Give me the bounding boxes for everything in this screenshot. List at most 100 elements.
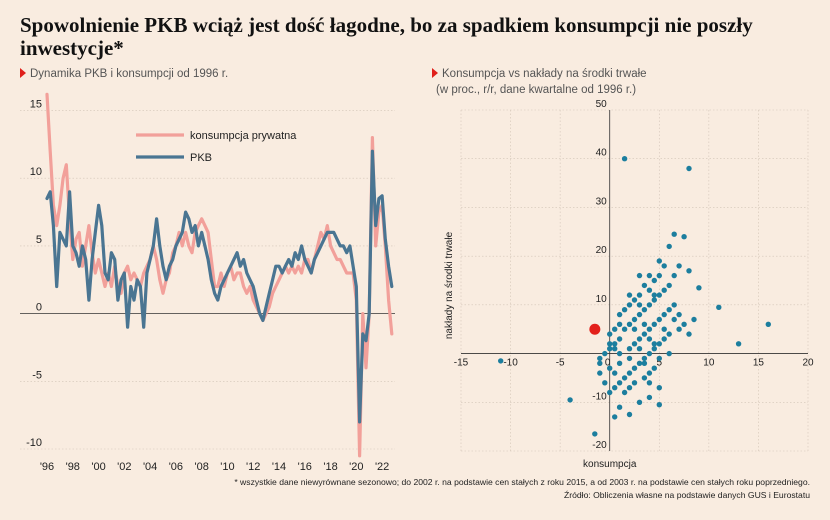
scatter-point [765, 321, 771, 327]
scatter-point [646, 326, 653, 332]
scatter-point [636, 311, 643, 318]
x-tick-label: '12 [246, 461, 260, 473]
y-tick-label: -20 [592, 440, 607, 451]
right-subtitle-line1: Konsumpcja vs nakłady na środki trwałe [442, 68, 647, 80]
chart-title: Spowolnienie PKB wciąż jest dość łagodne… [20, 13, 753, 60]
legend-label: PKB [190, 152, 212, 164]
x-tick-label: '10 [220, 461, 234, 473]
x-tick-label: 10 [703, 358, 715, 369]
scatter-point [626, 411, 633, 418]
right-subtitle-line2: (w proc., r/r, dane kwartalne od 1996 r.… [436, 84, 637, 96]
scatter-point [646, 394, 653, 401]
left-chart-subtitle: Dynamika PKB i konsumpcji od 1996 r. [20, 66, 228, 82]
consumption-series-line [45, 92, 394, 458]
scatter-point [631, 326, 638, 332]
scatter-point [641, 282, 648, 289]
scatter-point [626, 385, 633, 391]
scatter-point [621, 307, 628, 313]
legend-label: konsumpcja prywatna [190, 130, 297, 142]
scatter-point [651, 292, 657, 298]
scatter-point [616, 404, 623, 410]
scatter-point [636, 292, 643, 298]
scatter-point [651, 321, 657, 327]
x-axis-label: konsumpcja [583, 459, 637, 470]
scatter-point [636, 346, 643, 352]
scatter-point [612, 414, 618, 420]
scatter-point [631, 341, 638, 347]
scatter-point [631, 380, 638, 386]
scatter-point [735, 341, 742, 347]
scatter-point [671, 316, 677, 323]
y-tick-label: -10 [26, 437, 42, 449]
scatter-point [651, 346, 657, 352]
scatter-point [607, 365, 613, 371]
y-tick-label: -10 [592, 391, 607, 402]
scatter-point [621, 375, 628, 381]
scatter-point [626, 355, 633, 362]
scatter-point [636, 302, 643, 308]
scatter-point [656, 341, 662, 347]
y-tick-label: 30 [596, 196, 608, 207]
scatter-point [696, 285, 702, 291]
x-tick-label: '98 [66, 461, 80, 473]
scatter-point [607, 389, 613, 396]
y-tick-label: 15 [30, 99, 42, 111]
scatter-point [631, 297, 638, 303]
x-tick-label: '00 [91, 461, 105, 473]
scatter-point [616, 380, 623, 386]
scatter-point [612, 346, 618, 352]
scatter-point [631, 365, 638, 371]
scatter-point [656, 258, 662, 264]
x-tick-label: '06 [169, 461, 183, 473]
scatter-point [686, 331, 692, 337]
y-tick-label: 10 [30, 166, 42, 178]
x-tick-label: '96 [40, 461, 54, 473]
scatter-point [607, 346, 613, 352]
scatter-point [646, 350, 653, 357]
scatter-point [661, 287, 667, 293]
scatter-point [602, 350, 608, 357]
scatter-point [676, 326, 682, 332]
scatter-point [636, 336, 643, 342]
scatter-point [641, 375, 648, 381]
scatter-point [656, 272, 662, 279]
x-tick-label: 5 [657, 358, 663, 369]
scatter-point [612, 341, 618, 347]
scatter-point [681, 234, 687, 240]
x-tick-label: '02 [117, 461, 131, 473]
scatter-point [656, 355, 662, 362]
scatter-point [656, 385, 662, 391]
x-tick-label: '22 [375, 461, 389, 473]
scatter-point [651, 277, 657, 284]
x-tick-label: '08 [194, 461, 208, 473]
scatter-point [661, 336, 667, 342]
x-tick-label: 15 [753, 358, 765, 369]
scatter-point [656, 402, 662, 408]
scatter-point [597, 355, 603, 362]
scatter-point [686, 268, 692, 274]
gdp-series-line [45, 149, 394, 424]
scatter-point [621, 156, 628, 162]
x-tick-label: '04 [143, 461, 157, 473]
scatter-point [681, 321, 687, 327]
right-chart-subtitle: Konsumpcja vs nakłady na środki trwałe (… [432, 66, 647, 98]
scatter-point [656, 292, 662, 298]
scatter-point [646, 370, 653, 376]
scatter-point [716, 304, 722, 310]
scatter-point [646, 380, 653, 386]
scatter-point [621, 389, 628, 396]
scatter-point [666, 282, 672, 289]
scatter-chart: -15 -10 -5 0 5 10 15 20 -20 -10 10 20 30 40 50 konsumpc… [444, 99, 814, 470]
y-tick-label: 0 [36, 302, 42, 314]
scatter-point [671, 302, 677, 308]
y-tick-label: 10 [596, 294, 608, 305]
scatter-point [592, 431, 598, 437]
scatter-point [641, 355, 648, 362]
scatter-point [646, 302, 653, 308]
x-tick-label: '14 [272, 461, 286, 473]
scatter-point [616, 336, 623, 342]
y-tick-label: 20 [596, 245, 608, 256]
scatter-point [661, 263, 667, 269]
scatter-point [626, 321, 633, 327]
